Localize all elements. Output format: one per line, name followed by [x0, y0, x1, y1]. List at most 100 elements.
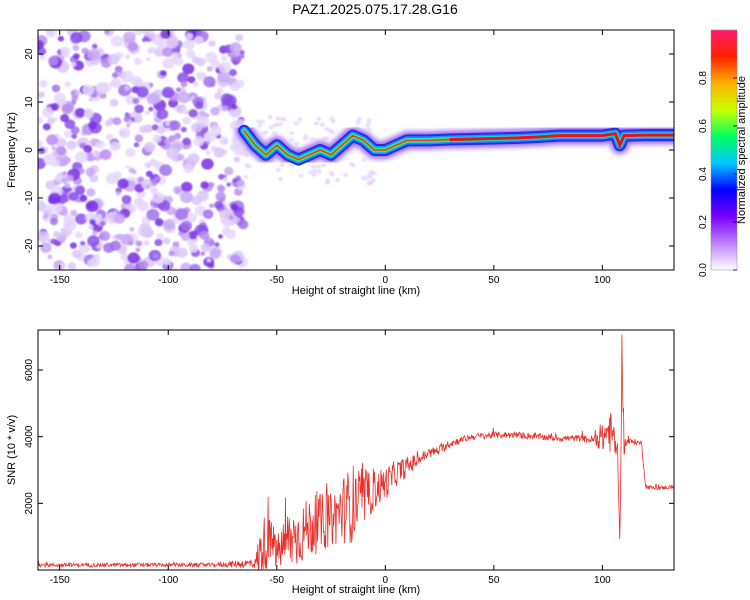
- noise-speck: [177, 91, 191, 104]
- noise-speck: [206, 66, 213, 72]
- noise-speck: [218, 234, 223, 239]
- snr-xtick-label: -50: [270, 575, 285, 586]
- noise-speck: [60, 209, 68, 216]
- noise-speck: [88, 121, 97, 130]
- noise-speck: [325, 178, 331, 183]
- noise-speck: [124, 54, 131, 60]
- colorbar-tick-label: 0.0: [698, 263, 709, 277]
- noise-speck: [61, 262, 67, 268]
- spectrogram-y-axis: -20 -10 0 10 20: [24, 48, 674, 253]
- noise-speck: [168, 250, 175, 257]
- noise-speck: [246, 164, 252, 169]
- noise-speck: [229, 42, 242, 54]
- noise-speck: [153, 254, 159, 259]
- noise-speck: [69, 242, 77, 249]
- noise-speck: [324, 127, 330, 132]
- noise-speck: [180, 232, 190, 242]
- noise-speck: [237, 219, 249, 230]
- noise-speck: [96, 214, 103, 220]
- noise-speck: [129, 226, 135, 232]
- noise-speck: [275, 167, 281, 172]
- noise-speck: [278, 177, 284, 182]
- noise-speck: [99, 149, 112, 160]
- noise-speck: [232, 60, 239, 66]
- noise-speck: [109, 240, 122, 251]
- noise-speck: [56, 232, 68, 243]
- noise-speck: [199, 230, 210, 240]
- noise-speck: [134, 134, 144, 143]
- noise-speck: [238, 53, 245, 59]
- noise-speck: [64, 182, 71, 189]
- spectrogram-xtick-label: 100: [594, 275, 611, 286]
- noise-speck: [355, 120, 361, 125]
- noise-speck: [111, 72, 119, 79]
- noise-speck: [159, 164, 173, 176]
- noise-speck: [366, 118, 372, 123]
- noise-speck: [188, 244, 199, 253]
- noise-speck: [80, 240, 86, 246]
- noise-speck: [218, 61, 231, 74]
- spectrogram-x-axis: -150 -100 -50 0 50 100: [50, 30, 611, 286]
- noise-speck: [75, 151, 88, 163]
- noise-speck: [46, 134, 59, 146]
- noise-speck: [64, 81, 71, 88]
- noise-speck: [74, 108, 86, 118]
- noise-speck: [118, 84, 132, 97]
- noise-speck: [167, 38, 179, 49]
- spectrogram-ytick-label: -10: [24, 190, 35, 205]
- noise-speck: [86, 259, 96, 268]
- noise-speck: [42, 107, 54, 118]
- noise-speck: [223, 94, 237, 107]
- noise-speck: [330, 119, 336, 124]
- snr-series-line: [38, 334, 674, 570]
- noise-speck: [110, 35, 124, 47]
- spectrogram-xtick-label: -50: [270, 275, 285, 286]
- noise-speck: [215, 191, 226, 202]
- noise-speck: [47, 117, 55, 125]
- noise-speck: [56, 146, 67, 156]
- noise-speck: [95, 140, 105, 149]
- noise-speck: [363, 176, 369, 181]
- noise-speck: [74, 185, 86, 195]
- noise-speck: [177, 72, 189, 84]
- noise-speck: [144, 110, 150, 115]
- noise-speck: [216, 87, 224, 95]
- noise-speck: [139, 125, 149, 134]
- noise-speck: [235, 34, 244, 42]
- noise-speck: [51, 84, 61, 93]
- noise-speck: [82, 84, 95, 96]
- noise-speck: [72, 44, 80, 52]
- colorbar-frame: [710, 29, 738, 271]
- noise-speck: [196, 72, 201, 77]
- noise-speck: [113, 171, 122, 179]
- noise-speck: [235, 175, 242, 181]
- noise-speck: [163, 219, 176, 230]
- noise-speck: [50, 238, 57, 245]
- noise-speck: [120, 233, 133, 246]
- noise-speck: [65, 174, 74, 182]
- noise-speck: [182, 137, 191, 146]
- noise-speck: [214, 242, 220, 248]
- noise-speck: [297, 117, 303, 122]
- noise-speck: [81, 47, 89, 55]
- noise-speck: [124, 112, 130, 117]
- spectral-ridge: [233, 119, 674, 171]
- noise-speck: [260, 119, 266, 124]
- spectrogram-ytick-label: 0: [24, 147, 35, 153]
- noise-speck: [173, 185, 182, 195]
- noise-speck: [236, 178, 245, 187]
- noise-speck: [267, 115, 273, 120]
- noise-speck: [109, 80, 118, 88]
- snr-xtick-label: 0: [383, 575, 389, 586]
- noise-speck: [99, 220, 106, 227]
- noise-speck: [39, 242, 52, 253]
- chart-title: PAZ1.2025.075.17.28.G16: [292, 1, 458, 17]
- snr-ytick-label: 4000: [24, 425, 35, 448]
- noise-speck: [87, 172, 93, 177]
- noise-speck: [308, 170, 314, 175]
- noise-speck: [60, 46, 71, 56]
- noise-speck: [315, 164, 321, 169]
- noise-speck: [180, 105, 187, 111]
- noise-speck: [112, 117, 122, 126]
